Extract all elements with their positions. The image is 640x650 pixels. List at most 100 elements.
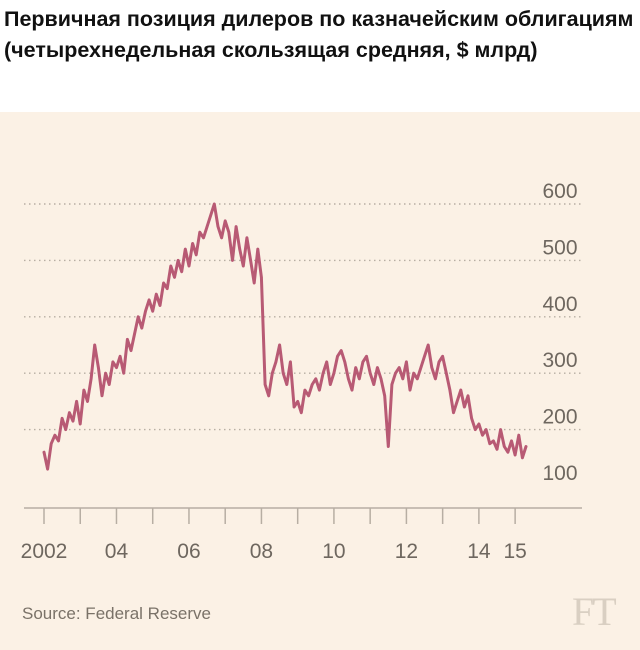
data-point: [151, 309, 154, 313]
data-point: [466, 394, 470, 397]
series-layer: [42, 202, 528, 471]
data-point: [289, 360, 292, 364]
data-point: [260, 276, 263, 279]
data-point: [176, 259, 180, 262]
data-point: [361, 360, 365, 364]
data-point: [390, 383, 394, 386]
data-point: [202, 236, 205, 240]
data-point: [408, 388, 412, 392]
data-point: [412, 372, 415, 375]
data-point: [46, 467, 49, 471]
data-point: [318, 388, 321, 392]
data-point: [133, 332, 136, 335]
data-point: [303, 388, 307, 392]
data-point: [387, 445, 390, 448]
data-point: [492, 439, 495, 443]
data-point: [140, 326, 144, 330]
data-point: [441, 355, 444, 358]
line-chart: 100 200 300 400 500 600 2002 04 06 08 10 12 14 15: [21, 180, 582, 563]
data-point: [517, 434, 520, 437]
data-point: [455, 400, 459, 403]
data-point: [216, 225, 220, 228]
data-point: [452, 411, 455, 414]
y-tick-label: 300: [542, 349, 577, 372]
data-point: [419, 366, 423, 369]
data-point: [115, 366, 118, 369]
title-area: Первичная позиция дилеров по казначейски…: [0, 0, 640, 112]
data-point: [162, 281, 165, 285]
y-tick-label: 400: [542, 293, 577, 316]
data-point: [53, 434, 57, 437]
x-tick-label: 04: [105, 540, 129, 563]
data-point: [307, 394, 310, 397]
data-point: [205, 225, 209, 228]
data-point: [263, 383, 267, 386]
data-point: [448, 388, 452, 392]
data-point: [383, 394, 386, 397]
data-point: [347, 377, 350, 381]
data-point: [368, 372, 372, 375]
data-point: [278, 343, 281, 347]
data-point: [104, 372, 107, 375]
data-point: [86, 400, 89, 403]
data-point: [358, 377, 361, 381]
data-point: [481, 434, 484, 437]
data-point: [524, 445, 528, 448]
data-point: [173, 276, 176, 279]
data-point: [499, 428, 502, 431]
data-point: [343, 360, 346, 364]
data-point: [325, 360, 328, 364]
data-point: [209, 214, 212, 217]
data-point: [126, 338, 129, 341]
x-tick-label: 2002: [21, 540, 68, 563]
x-tick-label: 10: [322, 540, 345, 563]
data-point: [474, 428, 477, 431]
data-point: [426, 343, 430, 347]
data-point: [75, 400, 78, 403]
data-point: [329, 383, 332, 386]
data-point: [252, 281, 256, 285]
data-point: [285, 383, 289, 386]
data-point: [445, 372, 448, 375]
data-point: [300, 411, 303, 414]
data-point: [224, 219, 227, 223]
x-tick-label: 12: [395, 540, 418, 563]
data-point: [339, 349, 343, 352]
data-point: [231, 259, 234, 262]
x-tick-label: 15: [503, 540, 526, 563]
data-point: [321, 372, 325, 375]
data-point: [158, 304, 162, 307]
data-point: [484, 428, 488, 431]
data-point: [234, 225, 238, 228]
data-point: [397, 366, 401, 369]
y-tick-label: 200: [542, 406, 577, 429]
data-point: [184, 247, 187, 251]
data-point: [166, 287, 169, 290]
chart-area: 100 200 300 400 500 600 2002 04 06 08 10 12 14 15: [0, 112, 640, 650]
data-point: [111, 360, 115, 364]
data-point: [506, 450, 510, 454]
data-point: [68, 411, 71, 414]
data-point: [354, 366, 357, 369]
data-point: [267, 394, 270, 397]
data-point: [488, 442, 491, 445]
y-tick-label: 600: [542, 180, 577, 203]
data-point: [430, 366, 433, 369]
data-point: [71, 419, 75, 423]
data-point: [256, 247, 260, 251]
source-note: Source: Federal Reserve: [22, 604, 211, 623]
data-point: [129, 349, 133, 352]
data-point: [405, 360, 408, 364]
data-point: [274, 360, 278, 364]
data-point: [82, 388, 86, 392]
data-point: [372, 383, 375, 386]
data-point: [249, 259, 252, 262]
data-point: [57, 439, 60, 443]
data-point: [242, 264, 245, 268]
data-point: [169, 264, 173, 268]
ft-logo: FT: [572, 589, 617, 634]
data-point: [296, 400, 299, 403]
y-tick-label: 100: [542, 462, 577, 485]
data-point: [336, 355, 339, 358]
data-point: [213, 202, 216, 206]
